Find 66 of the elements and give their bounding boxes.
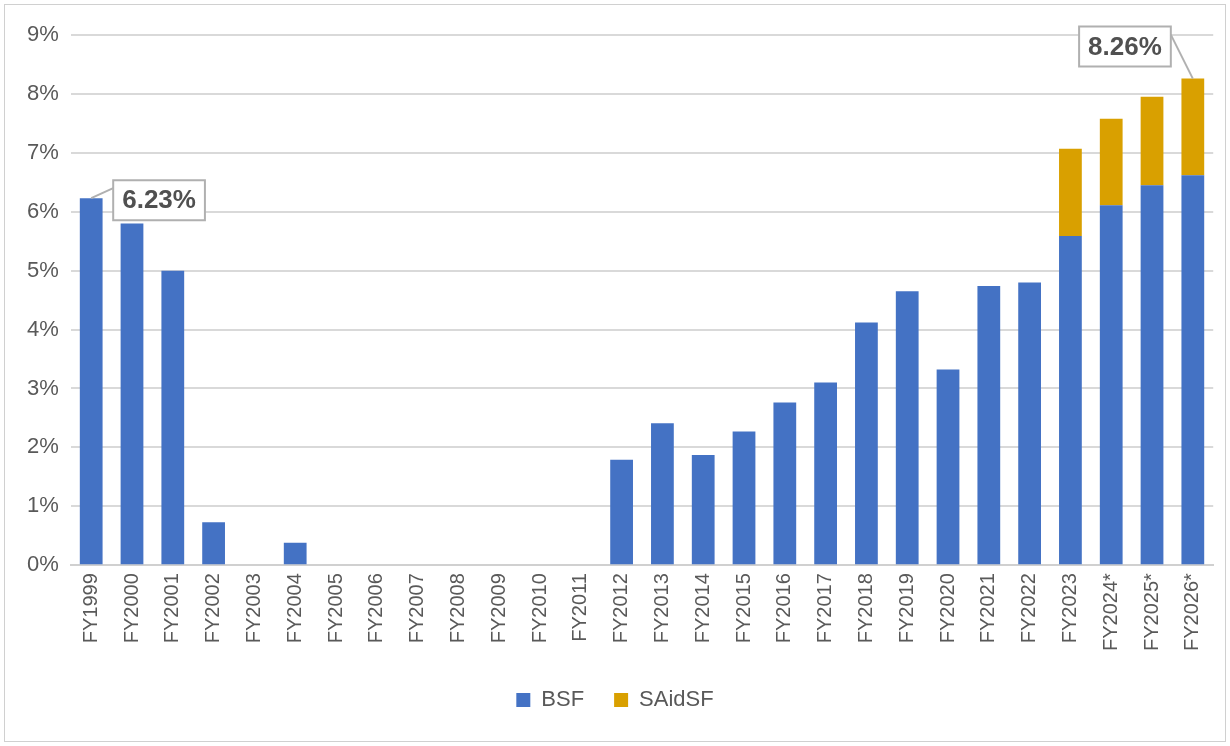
bar <box>161 270 185 565</box>
y-tick-label: 9% <box>27 21 59 47</box>
bar <box>1140 185 1164 565</box>
x-tick-label: FY2015 <box>731 573 754 644</box>
x-tick-label: FY2005 <box>323 573 346 644</box>
x-tick-label: FY2021 <box>976 573 999 644</box>
bar <box>691 455 715 565</box>
x-tick-label: FY2006 <box>364 573 387 644</box>
bar <box>610 459 633 565</box>
bar <box>1181 175 1205 565</box>
x-tick-label: FY2007 <box>405 573 428 644</box>
y-tick-label: 0% <box>27 551 59 577</box>
bar <box>977 285 1001 565</box>
x-tick-label: FY2004 <box>282 573 305 644</box>
x-tick-label: FY2022 <box>1017 573 1040 644</box>
y-tick-label: 8% <box>27 79 59 105</box>
bar <box>1099 205 1123 565</box>
y-tick-label: 6% <box>27 197 59 223</box>
x-tick-label: FY2010 <box>527 573 550 644</box>
bar <box>1059 148 1082 236</box>
y-tick-label: 1% <box>27 492 59 518</box>
bar <box>1140 96 1164 186</box>
y-tick-label: 4% <box>27 315 59 341</box>
bar <box>1018 282 1041 565</box>
x-tick-label: FY2019 <box>894 573 917 644</box>
x-tick-label: FY2018 <box>853 573 876 644</box>
bar <box>936 369 960 565</box>
x-tick-label: FY2003 <box>241 573 264 644</box>
bar <box>855 322 878 565</box>
y-tick-label: 5% <box>27 256 59 282</box>
x-tick-label: FY2025* <box>1139 572 1162 652</box>
y-tick-label: 2% <box>27 433 59 459</box>
x-tick-label: FY2009 <box>486 573 509 644</box>
bar <box>773 402 797 565</box>
x-tick-label: FY2026* <box>1180 572 1203 652</box>
bar <box>120 223 144 565</box>
x-tick-label: FY2011 <box>568 573 591 642</box>
bar <box>1099 118 1123 206</box>
annotation: 6.23% <box>122 184 196 215</box>
bar <box>895 291 919 565</box>
bar <box>202 522 225 565</box>
x-tick-label: FY2017 <box>813 573 836 644</box>
x-tick-label: FY2008 <box>445 573 468 644</box>
x-tick-label: FY2002 <box>201 573 224 644</box>
bar <box>732 431 756 565</box>
bar <box>79 198 103 565</box>
x-tick-label: FY2024* <box>1098 572 1121 652</box>
bar <box>283 542 307 565</box>
bar <box>1181 78 1205 176</box>
bar <box>651 423 674 565</box>
x-tick-label: FY2023 <box>1057 573 1080 644</box>
x-tick-label: FY2020 <box>935 573 958 644</box>
y-tick-label: 7% <box>27 138 59 164</box>
x-tick-label: FY2000 <box>119 573 142 644</box>
x-tick-label: FY2012 <box>609 573 632 644</box>
x-tick-label: FY1999 <box>78 573 101 644</box>
legend-label: BSF <box>541 686 585 712</box>
bar <box>1059 235 1082 565</box>
x-tick-label: FY2016 <box>772 573 795 644</box>
x-tick-label: FY2013 <box>649 573 672 644</box>
bar <box>814 382 837 565</box>
y-tick-label: 3% <box>27 374 59 400</box>
annotation: 8.26% <box>1088 30 1162 61</box>
x-tick-label: FY2001 <box>160 573 183 644</box>
legend-label: SAidSF <box>639 686 714 712</box>
x-tick-label: FY2014 <box>690 573 713 644</box>
